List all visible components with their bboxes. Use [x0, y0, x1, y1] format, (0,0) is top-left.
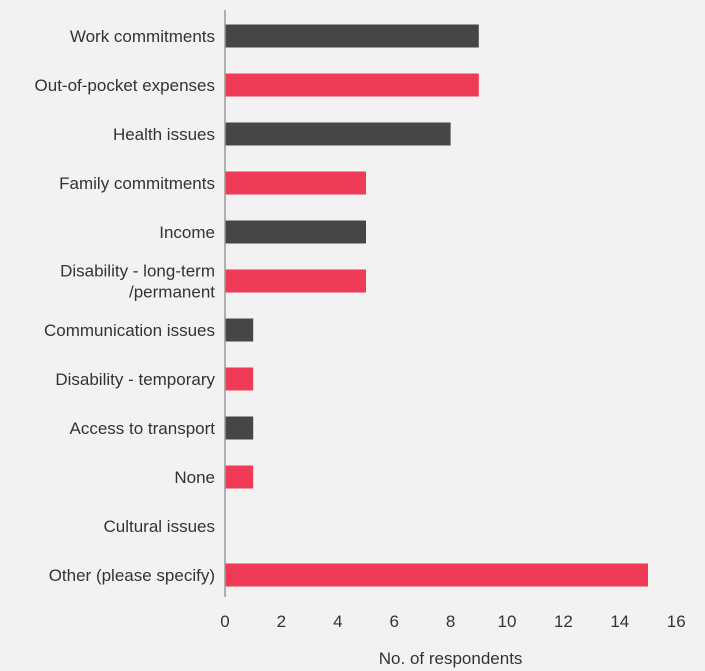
- x-tick-label-14: 14: [610, 612, 629, 631]
- category-label-2: Health issues: [113, 125, 215, 144]
- category-label-0: Work commitments: [70, 27, 215, 46]
- bar-9: [225, 465, 254, 489]
- category-label-line: Cultural issues: [104, 517, 216, 536]
- category-label-6: Communication issues: [44, 321, 215, 340]
- bar-6: [225, 318, 254, 342]
- bar-0: [225, 24, 479, 48]
- category-label-line: Family commitments: [59, 174, 215, 193]
- x-tick-label-2: 2: [277, 612, 286, 631]
- bar-4: [225, 220, 366, 244]
- x-tick-label-0: 0: [220, 612, 229, 631]
- category-label-line: Health issues: [113, 125, 215, 144]
- category-label-line: /permanent: [129, 283, 215, 302]
- category-label-line: Access to transport: [69, 419, 215, 438]
- category-label-10: Cultural issues: [104, 517, 216, 536]
- x-tick-label-6: 6: [389, 612, 398, 631]
- bar-3: [225, 171, 366, 195]
- category-label-3: Family commitments: [59, 174, 215, 193]
- x-tick-labels-group: 0 2 4 6 8 10 12 14 16: [220, 612, 685, 631]
- category-label-9: None: [174, 468, 215, 487]
- x-tick-label-16: 16: [667, 612, 686, 631]
- category-label-line: Disability - temporary: [55, 370, 215, 389]
- category-label-line: Disability - long-term: [60, 262, 215, 281]
- category-label-line: None: [174, 468, 215, 487]
- x-tick-label-4: 4: [333, 612, 342, 631]
- bar-5: [225, 269, 366, 293]
- x-tick-label-12: 12: [554, 612, 573, 631]
- category-label-line: Communication issues: [44, 321, 215, 340]
- bar-7: [225, 367, 254, 391]
- x-tick-label-10: 10: [498, 612, 517, 631]
- category-label-4: Income: [159, 223, 215, 242]
- bar-8: [225, 416, 254, 440]
- category-label-line: Work commitments: [70, 27, 215, 46]
- category-label-line: Income: [159, 223, 215, 242]
- bar-1: [225, 73, 479, 97]
- category-label-8: Access to transport: [69, 419, 215, 438]
- category-label-line: Out-of-pocket expenses: [35, 76, 215, 95]
- category-labels-group: Work commitments Out-of-pocket expenses He…: [35, 27, 216, 585]
- x-axis-title: No. of respondents: [379, 649, 523, 668]
- x-tick-label-8: 8: [446, 612, 455, 631]
- bar-11: [225, 563, 648, 587]
- category-label-7: Disability - temporary: [55, 370, 215, 389]
- category-label-11: Other (please specify): [49, 566, 215, 585]
- bars-group: [225, 24, 648, 587]
- bar-2: [225, 122, 451, 146]
- category-label-line: Other (please specify): [49, 566, 215, 585]
- category-label-5: Disability - long-term/permanent: [60, 262, 215, 302]
- category-label-1: Out-of-pocket expenses: [35, 76, 215, 95]
